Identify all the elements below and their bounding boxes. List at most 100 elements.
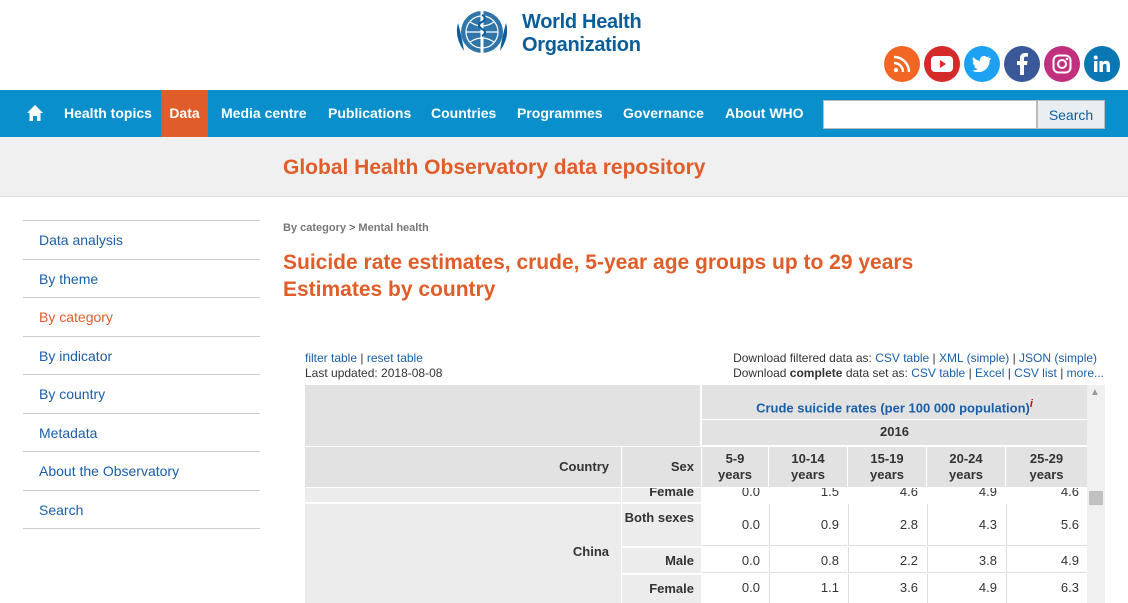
download-complete-csv-list[interactable]: CSV list [1014, 366, 1057, 380]
download-complete-label-1: Download [733, 366, 790, 380]
scroll-thumb[interactable] [1089, 491, 1103, 505]
rss-icon[interactable] [884, 46, 920, 82]
indicator-title-line2: Estimates by country [283, 278, 496, 301]
table-cell: 4.9 [978, 488, 997, 499]
search-input[interactable] [823, 100, 1037, 129]
reset-table-link[interactable]: reset table [366, 351, 423, 365]
table-cell: 6.3 [1006, 574, 1087, 603]
logo-text-line1: World Health [522, 11, 642, 33]
table-cell: 4.9 [927, 574, 1005, 603]
table-cell: 2.8 [848, 504, 926, 546]
sidebar-item-metadata[interactable]: Metadata [23, 414, 260, 452]
nav-governance[interactable]: Governance [623, 105, 704, 121]
scroll-up-arrow-icon[interactable]: ▲ [1090, 387, 1100, 398]
linkedin-icon[interactable] [1084, 46, 1120, 82]
sidebar-item-about-observatory[interactable]: About the Observatory [23, 452, 260, 491]
main-nav: Health topics Data Media centre Publicat… [0, 90, 1128, 137]
col-header-country[interactable]: Country [305, 447, 621, 487]
nav-health-topics[interactable]: Health topics [64, 105, 152, 121]
breadcrumb-root-link[interactable]: By category [283, 222, 346, 234]
facebook-icon[interactable] [1004, 46, 1040, 82]
youtube-icon[interactable] [924, 46, 960, 82]
nav-countries[interactable]: Countries [431, 105, 497, 121]
table-cell: 0.0 [702, 504, 768, 546]
col-header-age-10-14[interactable]: 10-14 years [769, 447, 847, 487]
indicator-header-label: Crude suicide rates (per 100 000 populat… [756, 400, 1030, 416]
col-header-age-20-24[interactable]: 20-24 years [927, 447, 1005, 487]
breadcrumb-current[interactable]: Mental health [358, 222, 429, 234]
table-cell: 3.8 [927, 547, 1005, 573]
sidebar-item-by-country[interactable]: By country [23, 375, 260, 414]
who-logo[interactable]: World Health Organization [450, 3, 650, 61]
indicator-header[interactable]: Crude suicide rates (per 100 000 populat… [702, 385, 1087, 419]
info-icon[interactable]: i [1029, 398, 1033, 410]
table-cell: 0.0 [702, 547, 768, 573]
filter-table-link[interactable]: filter table [305, 351, 358, 365]
social-links [884, 46, 1120, 82]
table-cell-country-partial [305, 488, 621, 502]
download-complete-bold: complete [789, 366, 843, 380]
sidebar-item-data-analysis[interactable]: Data analysis [23, 221, 260, 260]
table-cell: 4.9 [1006, 547, 1087, 573]
breadcrumb-separator: > [348, 222, 356, 234]
table-cell: 1.5 [820, 488, 839, 499]
table-cell-sex: Female [622, 574, 701, 603]
download-filtered-xml[interactable]: XML (simple) [939, 351, 1010, 365]
indicator-title-line1: Suicide rate estimates, crude, 5-year ag… [283, 251, 914, 274]
table-controls: filter table | reset table Last updated:… [305, 351, 442, 381]
home-icon[interactable] [14, 102, 54, 128]
year-header: 2016 [702, 420, 1087, 445]
instagram-icon[interactable] [1044, 46, 1080, 82]
nav-data[interactable]: Data [161, 90, 208, 137]
col-header-age-25-29[interactable]: 25-29 years [1006, 447, 1087, 487]
nav-media-centre[interactable]: Media centre [221, 105, 307, 121]
table-cell: 0.9 [769, 504, 847, 546]
sidebar-item-search[interactable]: Search [23, 491, 260, 529]
page-title: Global Health Observatory data repositor… [283, 156, 706, 179]
table-cell: 5.6 [1006, 504, 1087, 546]
last-updated: Last updated: 2018-08-08 [305, 366, 443, 380]
download-filtered-json[interactable]: JSON (simple) [1019, 351, 1098, 365]
nav-programmes[interactable]: Programmes [517, 105, 603, 121]
nav-about-who[interactable]: About WHO [725, 105, 804, 121]
table-cell-sex-partial: Female [622, 488, 701, 502]
search-button[interactable]: Search [1037, 100, 1105, 129]
col-header-age-5-9[interactable]: 5-9 years [702, 447, 768, 487]
download-complete-excel[interactable]: Excel [975, 366, 1005, 380]
table-cell: 0.0 [741, 488, 760, 499]
download-filtered-label: Download filtered data as: [733, 351, 876, 365]
download-complete-more[interactable]: more... [1066, 366, 1104, 380]
sidebar-item-by-indicator[interactable]: By indicator [23, 337, 260, 375]
table-cell: 4.6 [899, 488, 918, 499]
download-complete-csv[interactable]: CSV table [911, 366, 966, 380]
data-table: Crude suicide rates (per 100 000 populat… [305, 385, 1087, 603]
link-separator: | [360, 351, 364, 365]
table-cell: 0.0 [741, 580, 760, 595]
table-cell-sex: Male [622, 547, 701, 573]
logo-text-line2: Organization [522, 34, 641, 56]
sidebar: Data analysis By theme By category By in… [23, 220, 260, 529]
sidebar-item-by-category[interactable]: By category [23, 298, 260, 337]
breadcrumb: By category > Mental health [283, 222, 429, 234]
download-links: Download filtered data as: CSV table | X… [733, 351, 1104, 380]
table-cell: 4.3 [927, 504, 1005, 546]
title-band: Global Health Observatory data repositor… [0, 137, 1128, 197]
twitter-icon[interactable] [964, 46, 1000, 82]
indicator-title: Suicide rate estimates, crude, 5-year ag… [283, 249, 913, 303]
table-header-blank [305, 385, 701, 446]
col-header-sex[interactable]: Sex [622, 447, 701, 487]
download-complete-label-2: data set as: [842, 366, 912, 380]
nav-publications[interactable]: Publications [328, 105, 412, 121]
col-header-age-15-19[interactable]: 15-19 years [848, 447, 926, 487]
table-cell: 0.8 [769, 547, 847, 573]
table-cell: 3.6 [848, 574, 926, 603]
table-cell-sex: Both sexes [622, 504, 701, 546]
download-filtered-csv[interactable]: CSV table [875, 351, 930, 365]
table-cell: 2.2 [848, 547, 926, 573]
table-cell: 4.6 [1060, 488, 1079, 499]
table-scrollbar[interactable]: ▲ [1087, 385, 1105, 603]
table-cell-country: China [305, 504, 621, 603]
table-cell: 1.1 [769, 574, 847, 603]
sidebar-item-by-theme[interactable]: By theme [23, 260, 260, 298]
who-emblem-icon [456, 9, 508, 55]
